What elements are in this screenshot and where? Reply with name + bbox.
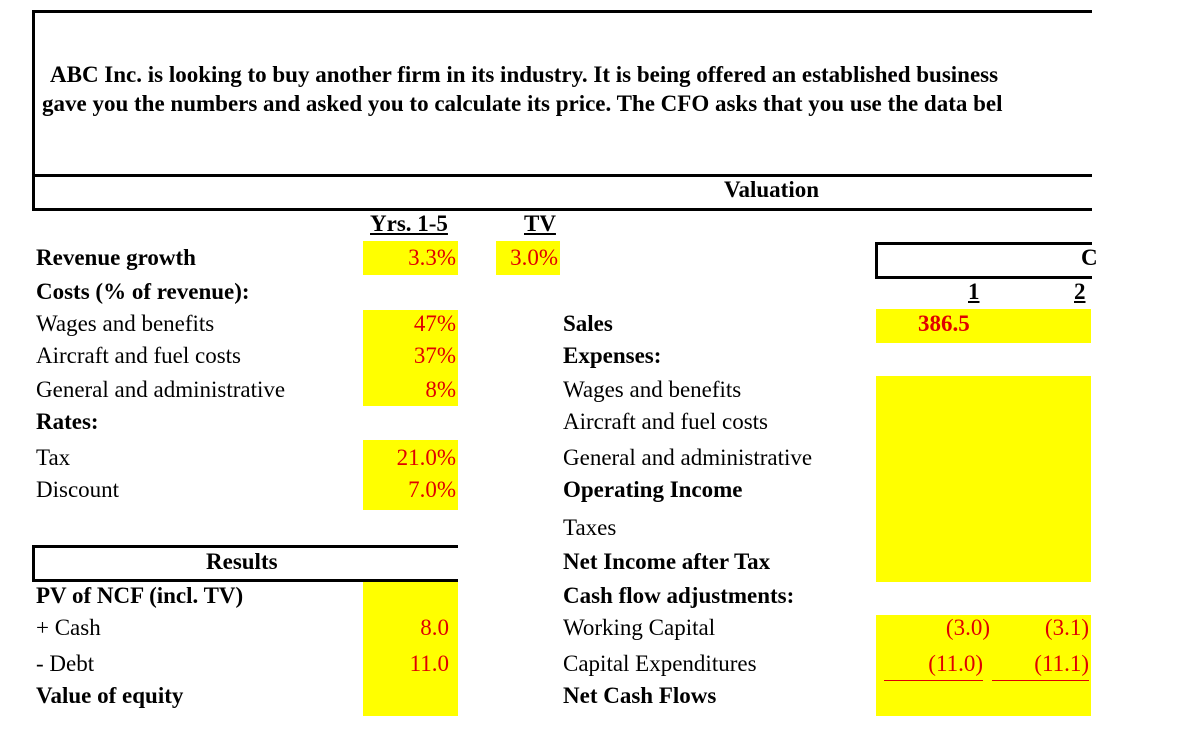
capex-label: Capital Expenditures (563, 651, 757, 676)
results-box-top-border (32, 545, 458, 548)
results-header: Results (206, 549, 278, 574)
expenses-header: Expenses: (563, 343, 662, 368)
aircraft-label: Aircraft and fuel costs (36, 343, 242, 368)
results-box-left-border (32, 545, 35, 582)
cf-adj-header: Cash flow adjustments: (563, 583, 795, 608)
sales-cells[interactable] (876, 309, 1091, 343)
costs-header: Costs (% of revenue): (36, 279, 250, 304)
valuation-bar-bottom-border (32, 208, 1092, 211)
input-cell-growth-tv[interactable] (496, 241, 560, 275)
operating-income-label: Operating Income (563, 477, 743, 502)
projection-col-1: 1 (968, 279, 980, 304)
equity-label: Value of equity (36, 683, 184, 708)
wages-label: Wages and benefits (36, 311, 215, 336)
capex-y1[interactable]: (11.0) (928, 651, 983, 676)
discount-value[interactable]: 7.0% (408, 477, 456, 502)
net-income-label: Net Income after Tax (563, 549, 771, 574)
wages-value[interactable]: 47% (413, 311, 456, 336)
valuation-bar-top-border (32, 174, 1092, 177)
cash-label: + Cash (36, 615, 101, 640)
revenue-growth-label: Revenue growth (36, 245, 196, 270)
capex-y2-underline (992, 680, 1089, 681)
pv-ncf-label: PV of NCF (incl. TV) (36, 583, 244, 608)
revenue-growth-tv-value[interactable]: 3.0% (510, 245, 558, 270)
col-header-years: Yrs. 1-5 (370, 211, 448, 236)
working-capital-y2[interactable]: (3.1) (1044, 615, 1089, 640)
valuation-header: Valuation (724, 177, 820, 202)
projection-box-top-border (875, 242, 1092, 245)
taxes-label: Taxes (563, 515, 617, 540)
capex-y2[interactable]: (11.1) (1034, 651, 1089, 676)
ga-label: General and administrative (36, 377, 286, 402)
sales-label: Sales (563, 311, 613, 336)
input-cell-growth-yrs[interactable] (363, 241, 458, 275)
projection-box-bottom-border (875, 276, 1092, 279)
working-capital-label: Working Capital (563, 615, 716, 640)
results-box-bottom-border (32, 579, 458, 582)
col-header-tv: TV (524, 211, 556, 236)
tax-value[interactable]: 21.0% (396, 445, 456, 470)
projection-box-left-border (875, 242, 878, 279)
intro-line-1: ABC Inc. is looking to buy another firm … (50, 62, 999, 87)
intro-box-left-border (32, 10, 35, 210)
debt-value[interactable]: 11.0 (409, 651, 449, 676)
capex-y1-underline (884, 680, 983, 681)
tax-label: Tax (36, 445, 71, 470)
proj-ga-label: General and administrative (563, 445, 813, 470)
input-cells-costs[interactable] (363, 310, 458, 406)
rates-header: Rates: (36, 409, 99, 434)
cash-value[interactable]: 8.0 (420, 615, 449, 640)
intro-line-2: gave you the numbers and asked you to ca… (42, 91, 1003, 116)
cf-adj-cells[interactable] (876, 615, 1091, 716)
projection-header-partial: C (1081, 245, 1098, 270)
discount-label: Discount (36, 477, 120, 502)
input-cells-rates[interactable] (363, 440, 458, 510)
results-cells[interactable] (363, 582, 458, 716)
sales-y1-value[interactable]: 386.5 (918, 311, 970, 336)
aircraft-value[interactable]: 37% (413, 343, 456, 368)
revenue-growth-yrs-value[interactable]: 3.3% (408, 245, 456, 270)
proj-wages-label: Wages and benefits (563, 377, 742, 402)
projection-cells[interactable] (876, 376, 1091, 582)
intro-box-top-border (32, 10, 1092, 13)
debt-label: - Debt (36, 651, 95, 676)
proj-aircraft-label: Aircraft and fuel costs (563, 409, 769, 434)
ga-value[interactable]: 8% (425, 377, 456, 402)
ncf-label: Net Cash Flows (563, 683, 717, 708)
projection-col-2: 2 (1074, 279, 1086, 304)
working-capital-y1[interactable]: (3.0) (945, 615, 990, 640)
